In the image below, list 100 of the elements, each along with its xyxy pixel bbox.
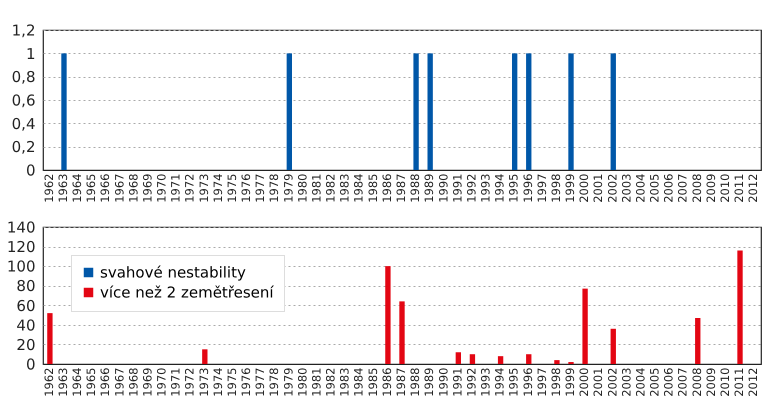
x-tick-label: 2000	[577, 174, 592, 203]
x-tick-label: 1962	[42, 368, 56, 397]
x-tick-label: 1964	[70, 368, 84, 397]
x-tick-label: 2001	[591, 368, 606, 397]
x-tick-label: 1998	[548, 368, 563, 397]
x-tick-label: 1991	[450, 174, 464, 203]
x-tick-label: 2008	[690, 174, 704, 203]
x-tick-label: 2001	[591, 174, 606, 203]
bar	[695, 318, 700, 364]
x-tick-label: 2004	[633, 174, 648, 203]
x-tick-label: 2006	[662, 368, 676, 397]
x-tick-label: 2012	[746, 174, 760, 203]
x-tick-label: 1968	[126, 368, 140, 397]
y-tick-label: 40	[16, 316, 36, 334]
y-tick-label: 1	[26, 44, 36, 63]
x-tick-label: 1983	[338, 368, 352, 397]
x-tick-label: 1977	[253, 368, 268, 397]
x-tick-label: 1987	[394, 174, 408, 203]
x-tick-label: 2002	[605, 174, 620, 203]
x-tick-label: 1998	[548, 174, 563, 203]
x-tick-label: 2010	[718, 368, 732, 397]
y-tick-label: 0	[26, 162, 36, 180]
x-tick-label: 1990	[436, 174, 450, 203]
x-tick-label: 1992	[464, 174, 478, 203]
x-tick-label: 1981	[309, 174, 324, 203]
x-tick-label: 1971	[168, 368, 183, 397]
x-tick-label: 2007	[676, 368, 690, 397]
x-tick-label: 1966	[98, 174, 112, 203]
x-tick-label: 1982	[324, 368, 338, 397]
x-tick-label: 1984	[352, 368, 366, 397]
y-tick-label: 1,2	[12, 22, 36, 40]
legend-label: více než 2 zemětřesení	[100, 284, 274, 302]
x-tick-label: 1975	[224, 174, 239, 203]
bar	[470, 354, 476, 364]
x-tick-label: 1963	[56, 368, 70, 397]
x-tick-label: 1978	[267, 368, 282, 397]
x-tick-label: 1999	[563, 174, 578, 203]
x-tick-label: 1973	[196, 174, 211, 203]
x-tick-label: 1972	[182, 174, 197, 203]
bar	[554, 360, 560, 364]
y-tick-label: 20	[16, 336, 36, 354]
x-tick-label: 1969	[140, 174, 154, 203]
x-tick-label: 1963	[56, 174, 70, 203]
x-tick-label: 1982	[324, 174, 338, 203]
bar	[47, 313, 53, 364]
x-tick-label: 1978	[267, 174, 282, 203]
bar	[202, 349, 208, 364]
y-tick-label: 80	[16, 277, 36, 296]
x-tick-label: 2003	[619, 368, 634, 397]
x-tick-label: 1986	[380, 174, 394, 203]
y-tick-label: 0,4	[12, 114, 36, 133]
x-tick-label: 1967	[112, 368, 126, 397]
x-tick-label: 2009	[704, 368, 718, 397]
x-tick-label: 1967	[112, 174, 126, 203]
x-tick-label: 1991	[450, 368, 464, 397]
x-tick-label: 1979	[281, 174, 296, 203]
y-tick-label: 120	[6, 238, 36, 256]
x-tick-label: 1973	[196, 368, 211, 397]
x-tick-label: 1976	[239, 368, 254, 397]
x-tick-label: 2008	[690, 368, 704, 397]
x-tick-label: 1965	[84, 174, 98, 203]
x-tick-label: 1988	[408, 368, 422, 397]
bar	[399, 301, 405, 364]
x-tick-label: 1976	[239, 174, 254, 203]
x-tick-label: 1985	[366, 368, 380, 397]
x-tick-label: 1999	[563, 368, 578, 397]
y-tick-label: 0,6	[12, 92, 36, 110]
x-tick-label: 2005	[648, 368, 662, 397]
y-tick-label: 60	[16, 296, 36, 315]
x-tick-label: 2012	[746, 368, 760, 397]
x-tick-label: 1977	[253, 174, 268, 203]
x-tick-label: 1989	[422, 174, 436, 203]
x-tick-label: 2006	[662, 174, 676, 203]
x-tick-label: 1974	[210, 174, 225, 203]
x-tick-label: 1968	[126, 174, 140, 203]
x-tick-label: 1989	[422, 368, 436, 397]
legend-label: svahové nestability	[100, 264, 246, 282]
x-tick-label: 2007	[676, 174, 690, 203]
bar	[456, 352, 462, 364]
y-tick-label: 140	[6, 218, 36, 236]
x-tick-label: 1964	[70, 174, 84, 203]
x-tick-label: 1987	[394, 368, 408, 397]
x-tick-label: 1996	[520, 174, 535, 203]
x-tick-label: 2000	[577, 368, 592, 397]
x-tick-label: 2010	[718, 174, 732, 203]
x-tick-label: 2005	[648, 174, 662, 203]
x-tick-label: 1971	[168, 174, 183, 203]
bar	[582, 288, 588, 364]
x-tick-label: 2002	[605, 368, 620, 397]
x-tick-label: 1995	[506, 368, 521, 397]
x-tick-label: 1965	[84, 368, 98, 397]
x-tick-label: 1997	[534, 368, 549, 397]
x-tick-label: 1972	[182, 368, 197, 397]
x-tick-label: 1994	[492, 174, 507, 203]
x-tick-label: 1974	[210, 368, 225, 397]
x-tick-label: 1984	[352, 174, 366, 203]
x-tick-label: 1962	[42, 174, 56, 203]
x-tick-label: 2011	[732, 174, 746, 203]
x-tick-label: 1994	[492, 368, 507, 397]
x-tick-label: 2009	[704, 174, 718, 203]
